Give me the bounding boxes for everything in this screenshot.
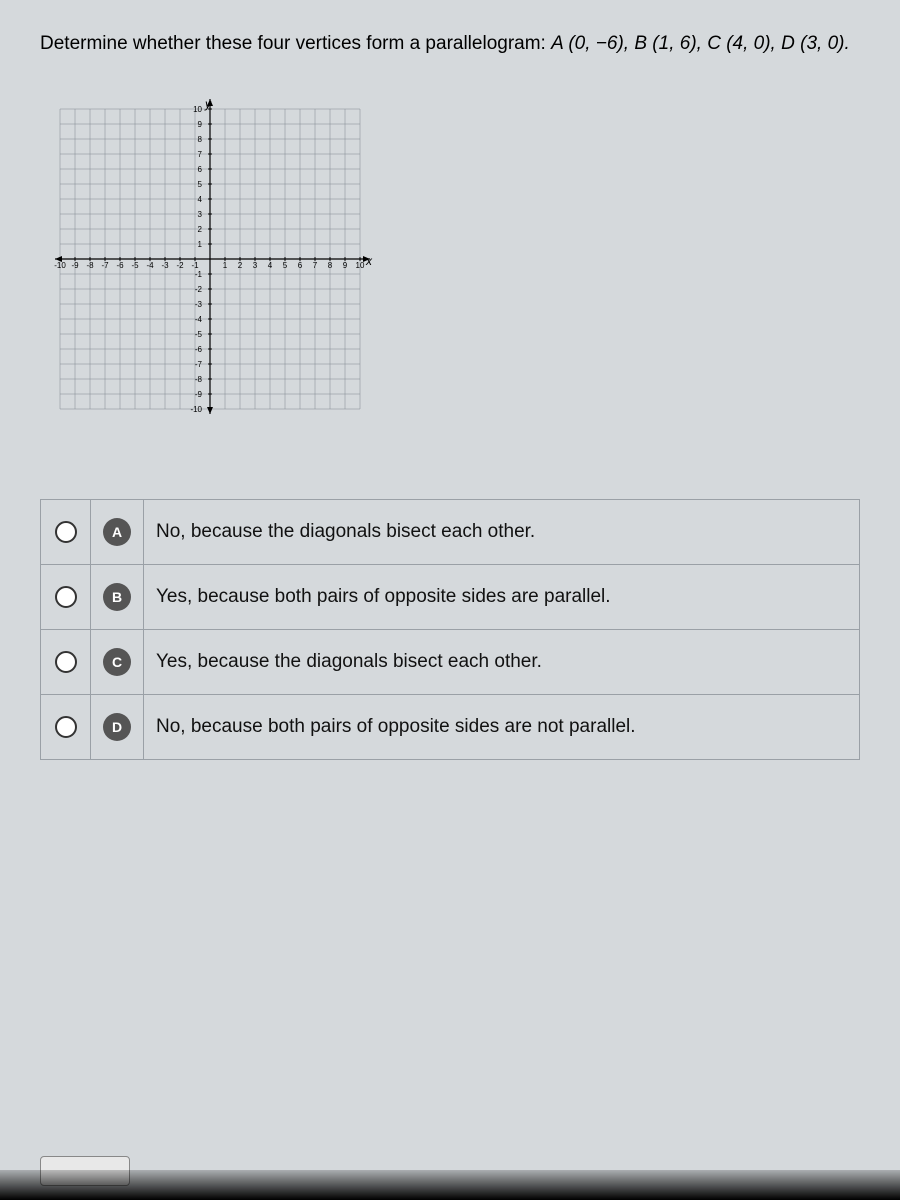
svg-text:6: 6 bbox=[198, 165, 203, 174]
svg-text:3: 3 bbox=[253, 261, 258, 270]
svg-text:1: 1 bbox=[223, 261, 228, 270]
option-text-cell[interactable]: Yes, because both pairs of opposite side… bbox=[144, 564, 860, 629]
radio-button[interactable] bbox=[55, 521, 77, 543]
svg-text:-1: -1 bbox=[191, 261, 199, 270]
svg-text:-6: -6 bbox=[195, 345, 203, 354]
svg-text:-10: -10 bbox=[190, 405, 202, 414]
letter-cell: C bbox=[91, 629, 144, 694]
option-row: B Yes, because both pairs of opposite sid… bbox=[41, 564, 860, 629]
option-text-cell[interactable]: No, because the diagonals bisect each ot… bbox=[144, 499, 860, 564]
svg-text:4: 4 bbox=[198, 195, 203, 204]
svg-text:3: 3 bbox=[198, 210, 203, 219]
svg-text:2: 2 bbox=[198, 225, 203, 234]
svg-text:6: 6 bbox=[298, 261, 303, 270]
svg-text:10: 10 bbox=[356, 261, 365, 270]
coordinate-graph: y x -10 10 -9 9 -8 8 -7 7 -6 6 -5 5 -4 4 -3 3 -2 2 -1 1 1 -1 2… bbox=[30, 79, 390, 439]
svg-text:7: 7 bbox=[313, 261, 318, 270]
svg-text:-7: -7 bbox=[195, 360, 203, 369]
screen-edge bbox=[0, 1170, 900, 1200]
option-text: Yes, because both pairs of opposite side… bbox=[156, 586, 611, 607]
svg-text:9: 9 bbox=[198, 120, 203, 129]
letter-badge: B bbox=[103, 583, 131, 611]
svg-text:10: 10 bbox=[193, 105, 202, 114]
letter-cell: B bbox=[91, 564, 144, 629]
option-text: Yes, because the diagonals bisect each o… bbox=[156, 651, 542, 672]
svg-text:5: 5 bbox=[283, 261, 288, 270]
letter-badge: A bbox=[103, 518, 131, 546]
svg-text:-6: -6 bbox=[116, 261, 124, 270]
radio-cell[interactable] bbox=[41, 499, 91, 564]
radio-button[interactable] bbox=[55, 586, 77, 608]
x-axis-label: x bbox=[366, 254, 372, 268]
y-axis-label: y bbox=[205, 97, 211, 111]
radio-cell[interactable] bbox=[41, 694, 91, 759]
question-text: Determine whether these four vertices fo… bbox=[40, 30, 860, 59]
svg-text:-5: -5 bbox=[195, 330, 203, 339]
svg-text:-8: -8 bbox=[86, 261, 94, 270]
question-points: A (0, −6), B (1, 6), C (4, 0), D (3, 0). bbox=[551, 33, 850, 54]
svg-text:-7: -7 bbox=[101, 261, 109, 270]
radio-cell[interactable] bbox=[41, 564, 91, 629]
svg-text:-4: -4 bbox=[146, 261, 154, 270]
svg-text:-9: -9 bbox=[71, 261, 79, 270]
option-row: D No, because both pairs of opposite side… bbox=[41, 694, 860, 759]
letter-badge: C bbox=[103, 648, 131, 676]
answer-options-table: A No, because the diagonals bisect each o… bbox=[40, 499, 860, 760]
svg-text:1: 1 bbox=[198, 240, 203, 249]
svg-text:-1: -1 bbox=[195, 270, 203, 279]
radio-button[interactable] bbox=[55, 651, 77, 673]
letter-cell: A bbox=[91, 499, 144, 564]
question-prefix: Determine whether these four vertices fo… bbox=[40, 33, 551, 54]
svg-text:2: 2 bbox=[238, 261, 243, 270]
letter-badge: D bbox=[103, 713, 131, 741]
letter-cell: D bbox=[91, 694, 144, 759]
option-row: C Yes, because the diagonals bisect each … bbox=[41, 629, 860, 694]
svg-text:-8: -8 bbox=[195, 375, 203, 384]
svg-text:-2: -2 bbox=[195, 285, 203, 294]
svg-text:-9: -9 bbox=[195, 390, 203, 399]
svg-text:9: 9 bbox=[343, 261, 348, 270]
option-text-cell[interactable]: Yes, because the diagonals bisect each o… bbox=[144, 629, 860, 694]
svg-text:-10: -10 bbox=[54, 261, 66, 270]
radio-button[interactable] bbox=[55, 716, 77, 738]
graph-svg: -10 10 -9 9 -8 8 -7 7 -6 6 -5 5 -4 4 -3 3 -2 2 -1 1 1 -1 2 -2 3 -… bbox=[30, 79, 390, 439]
svg-text:7: 7 bbox=[198, 150, 203, 159]
option-text-cell[interactable]: No, because both pairs of opposite sides… bbox=[144, 694, 860, 759]
option-row: A No, because the diagonals bisect each o… bbox=[41, 499, 860, 564]
svg-text:-2: -2 bbox=[176, 261, 184, 270]
svg-text:-5: -5 bbox=[131, 261, 139, 270]
radio-cell[interactable] bbox=[41, 629, 91, 694]
svg-text:-3: -3 bbox=[161, 261, 169, 270]
svg-text:5: 5 bbox=[198, 180, 203, 189]
option-text: No, because both pairs of opposite sides… bbox=[156, 716, 636, 737]
svg-text:8: 8 bbox=[328, 261, 333, 270]
svg-text:8: 8 bbox=[198, 135, 203, 144]
svg-text:-4: -4 bbox=[195, 315, 203, 324]
option-text: No, because the diagonals bisect each ot… bbox=[156, 521, 535, 542]
svg-text:-3: -3 bbox=[195, 300, 203, 309]
svg-text:4: 4 bbox=[268, 261, 273, 270]
